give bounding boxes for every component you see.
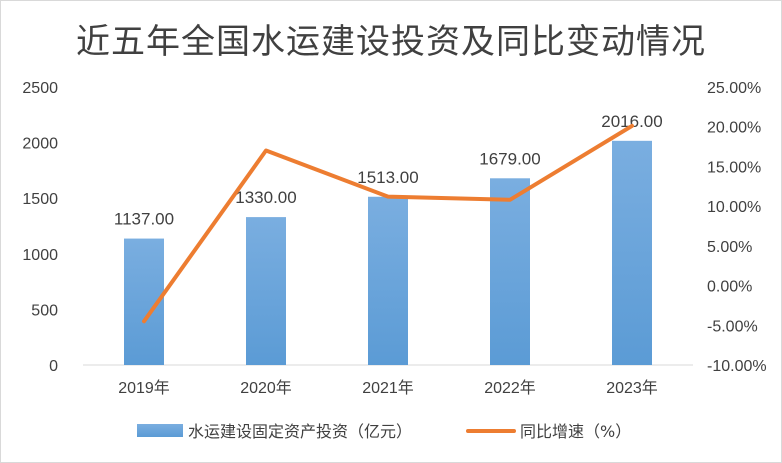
legend-bar-label: 水运建设固定资产投资（亿元） (188, 422, 412, 441)
bar (612, 140, 652, 365)
left-axis-tick-label: 2000 (22, 136, 58, 153)
left-axis-tick-label: 1000 (22, 247, 58, 264)
x-axis-tick-label: 2023年 (606, 379, 658, 397)
left-axis-tick-label: 2500 (22, 80, 58, 97)
chart-title: 近五年全国水运建设投资及同比变动情况 (76, 22, 706, 62)
x-axis-ticks: 2019年 2020年 2021年 2022年 2023年 (118, 379, 658, 397)
left-axis-tick-label: 1500 (22, 191, 58, 208)
bar-data-label: 2016.00 (601, 112, 662, 131)
left-axis-ticks: 2500 2000 1500 1000 500 0 (22, 80, 58, 375)
bar-series (124, 140, 652, 365)
legend-bar-swatch (137, 424, 183, 437)
bar-data-label: 1679.00 (479, 149, 540, 168)
line-series (142, 123, 634, 324)
right-axis-ticks: 25.00% 20.00% 15.00% 10.00% 5.00% 0.00% -5.00%… (707, 80, 767, 375)
x-axis-tick-label: 2019年 (118, 379, 170, 397)
bar-data-label: 1330.00 (235, 188, 296, 207)
right-axis-tick-label: 0.00% (707, 279, 752, 296)
right-axis-tick-label: -5.00% (707, 318, 758, 335)
x-axis-tick-label: 2020年 (240, 379, 292, 397)
right-axis-tick-label: -10.00% (707, 358, 767, 375)
bar (246, 217, 286, 365)
bar-data-label: 1137.00 (114, 210, 174, 229)
right-axis-tick-label: 10.00% (707, 199, 761, 216)
right-axis-tick-label: 20.00% (707, 120, 761, 137)
right-axis-tick-label: 5.00% (707, 239, 752, 256)
x-axis-tick-label: 2022年 (484, 379, 536, 397)
bar-data-label: 1513.00 (357, 168, 418, 187)
right-axis-tick-label: 15.00% (707, 159, 761, 176)
right-axis-tick-label: 25.00% (707, 80, 761, 97)
bar-data-labels: 1137.00 1330.00 1513.00 1679.00 2016.00 (114, 112, 663, 229)
bar (490, 178, 530, 365)
legend-line-label: 同比增速（%） (520, 422, 631, 441)
x-axis-tick-label: 2021年 (362, 379, 414, 397)
left-axis-tick-label: 500 (31, 302, 58, 319)
bar (368, 196, 408, 365)
legend: 水运建设固定资产投资（亿元） 同比增速（%） (137, 422, 631, 441)
left-axis-tick-label: 0 (49, 358, 58, 375)
